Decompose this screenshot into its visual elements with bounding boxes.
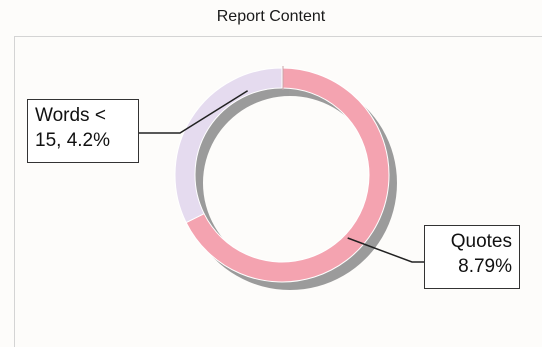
slice-words [174,67,283,224]
slice-quotes [185,67,390,283]
data-label-words: Words < 15, 4.2% [27,99,139,163]
data-label-quotes-line1: Quotes [450,231,512,252]
plot-area-frame [14,36,542,347]
data-label-quotes: Quotes 8.79% [424,225,520,289]
leader-line-group [139,90,424,263]
data-label-words-line2: 15, 4.2% [35,130,110,151]
data-label-words-line1: Words < [35,105,106,126]
chart-title: Report Content [216,8,326,25]
leader-line-quotes [347,237,424,263]
leader-line-words [139,90,249,134]
slice-group [174,66,390,283]
data-label-quotes-line2: 8.79% [458,256,512,277]
